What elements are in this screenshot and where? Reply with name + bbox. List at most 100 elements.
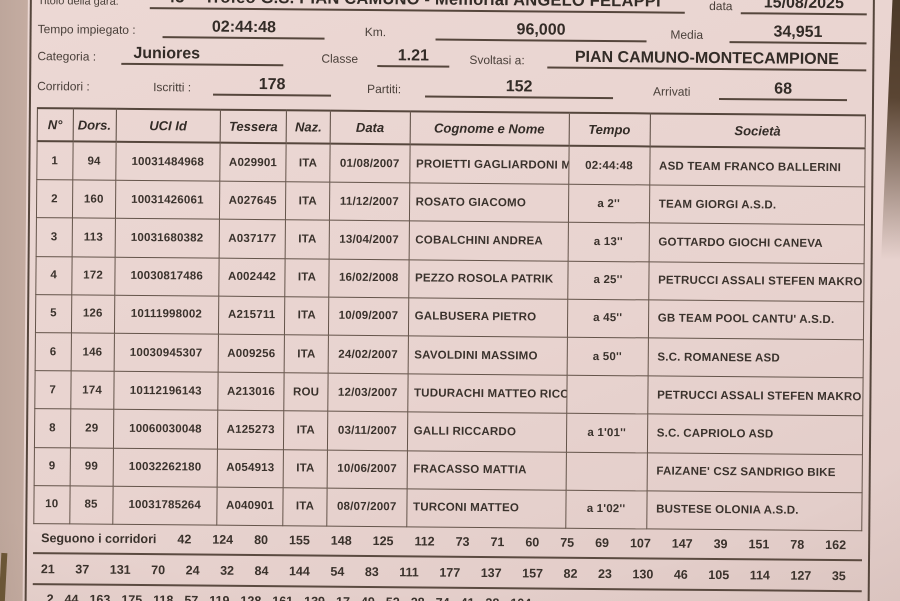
rider-number: 137 [480, 565, 502, 580]
table-cell: 02:44:48 [568, 145, 650, 186]
table-cell: ITA [285, 143, 331, 183]
table-cell: PEZZO ROSOLA PATRIK [408, 259, 568, 299]
rider-number: 175 [121, 592, 143, 601]
rider-number: 75 [560, 535, 575, 550]
results-table-body: 1 94 10031484968 A029901 ITA 01/08/2007 PROIET… [33, 141, 866, 531]
table-cell: ITA [285, 181, 330, 221]
table-cell: 85 [69, 485, 113, 525]
table-cell: 174 [70, 371, 114, 410]
table-cell: ROU [283, 372, 329, 412]
table-cell: A125273 [217, 410, 284, 450]
finished-label: Arrivati [653, 84, 691, 99]
race-results-form: Titolo della gara: 43° "Trofeo G.S. PIAN… [24, 0, 875, 601]
average-value: 34,951 [729, 23, 867, 45]
table-cell: 10/06/2007 [327, 449, 407, 489]
rider-number: 163 [89, 592, 111, 601]
table-cell: COBALCHINI ANDREA [408, 221, 568, 261]
km-value: 96,000 [435, 20, 647, 43]
column-header: Naz. [286, 110, 331, 144]
rider-number: 155 [288, 533, 310, 548]
rider-number: 131 [109, 562, 131, 577]
table-cell: ITA [283, 411, 328, 450]
elapsed-time-label: Tempo impiegato : [37, 22, 136, 37]
table-cell: 01/08/2007 [329, 143, 410, 184]
table-cell: 03/11/2007 [327, 411, 408, 451]
table-cell: GB TEAM POOL CANTU' A.S.D. [648, 299, 864, 340]
class-label: Classe [321, 51, 359, 66]
rider-number: 139 [304, 595, 325, 601]
rider-number: 35 [831, 568, 846, 583]
started-label: Partiti: [367, 81, 402, 97]
table-cell: 4 [35, 256, 72, 295]
table-cell: a 45'' [566, 298, 649, 338]
rider-number: 23 [597, 566, 612, 581]
column-header: Dors. [72, 108, 117, 142]
table-cell: S.C. CAPRIOLO ASD [647, 414, 863, 455]
table-cell: ITA [282, 487, 328, 527]
table-cell: SAVOLDINI MASSIMO [407, 335, 567, 376]
riders-label: Corridori : [37, 79, 90, 94]
table-cell: 9 [34, 447, 71, 486]
rider-number: 54 [330, 564, 345, 579]
average-label: Media [670, 27, 704, 42]
km-label: Km. [364, 24, 387, 40]
table-cell: A215711 [218, 295, 285, 335]
table-row: 10 85 10031785264 A040901 ITA 08/07/2007 TURCO… [33, 485, 863, 531]
table-cell: FRACASSO MATTIA [406, 450, 566, 490]
table-cell: A037177 [219, 219, 286, 259]
rider-number: 69 [595, 536, 610, 551]
table-cell: 12/03/2007 [327, 373, 408, 413]
column-header: Cognome e Nome [409, 111, 569, 146]
table-cell: 13/04/2007 [329, 220, 409, 260]
column-header: N° [37, 108, 74, 142]
rider-number: 161 [272, 594, 293, 601]
column-header: Data [330, 110, 410, 145]
table-cell: A040901 [216, 486, 284, 526]
table-cell: 10/09/2007 [328, 296, 409, 336]
table-cell: a 13'' [567, 222, 650, 262]
table-cell: 10 [33, 485, 70, 524]
rider-number: 148 [330, 533, 352, 548]
rider-number: 118 [153, 593, 174, 601]
rider-number: 111 [399, 564, 419, 580]
table-cell: a 2'' [567, 184, 650, 224]
table-cell: FAIZANE' CSZ SANDRIGO BIKE [646, 452, 863, 493]
table-cell: 10031785264 [112, 485, 218, 526]
table-cell: 126 [71, 294, 115, 334]
table-cell: 2 [36, 179, 73, 219]
rider-number: 83 [364, 564, 379, 579]
table-cell: 10111998002 [114, 295, 219, 335]
rider-number: 124 [212, 532, 234, 547]
photo-edge-shadow [0, 552, 8, 601]
table-cell: 10060030048 [113, 409, 218, 449]
table-cell: 10030817486 [114, 256, 220, 296]
table-cell: 7 [34, 370, 71, 410]
table-cell: TUDURACHI MATTEO RICC [407, 373, 567, 414]
rider-number: 112 [414, 534, 435, 549]
table-cell: 24/02/2007 [328, 335, 408, 374]
table-cell: ROSATO GIACOMO [408, 183, 569, 223]
table-cell: 113 [71, 218, 116, 257]
results-table: N° Dors. UCI Id Tessera Naz. Data Cognome e No… [33, 107, 866, 531]
rider-number: 44 [64, 592, 79, 601]
table-cell: ITA [284, 334, 329, 374]
rider-number: 21 [40, 561, 55, 576]
table-cell: 146 [70, 332, 115, 372]
rider-number: 130 [632, 566, 654, 582]
column-header: Tempo [568, 112, 651, 147]
rider-number: 162 [825, 538, 847, 553]
rider-number: 105 [708, 567, 730, 582]
table-cell: 10031426061 [115, 180, 220, 220]
table-cell: 08/07/2007 [326, 487, 407, 527]
rider-number: 46 [673, 567, 688, 582]
rider-number: 78 [790, 537, 805, 552]
table-cell: ITA [284, 296, 329, 336]
table-cell: GOTTARDO GIOCHI CANEVA [648, 223, 865, 264]
rider-number: 73 [455, 534, 470, 549]
table-cell: ITA [283, 449, 328, 488]
table-cell: PETRUCCI ASSALI STEFEN MAKRO [648, 261, 865, 302]
table-cell: A054913 [217, 448, 284, 488]
table-cell: TEAM GIORGI A.S.D. [649, 185, 865, 226]
table-cell [565, 451, 648, 491]
table-cell: 10112196143 [113, 371, 219, 411]
